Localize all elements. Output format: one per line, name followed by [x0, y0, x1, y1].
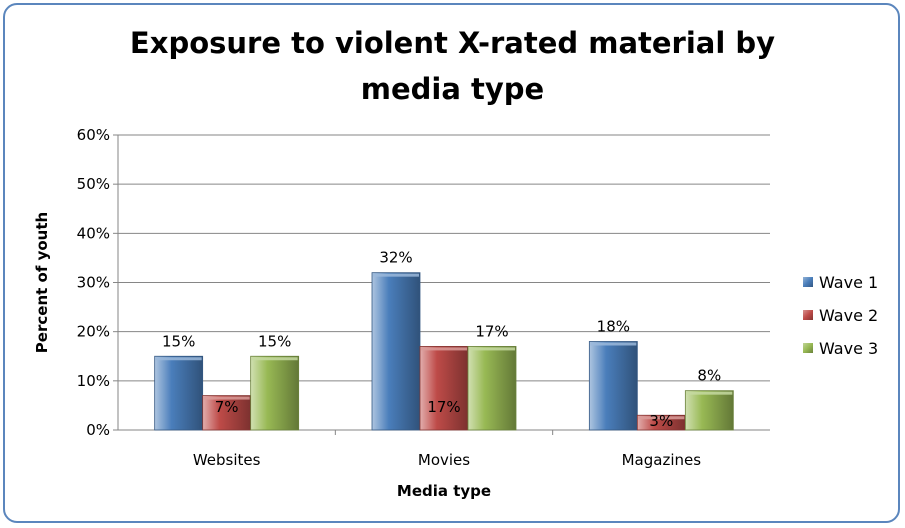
bar-wave-2-movies	[419, 346, 469, 431]
y-tick-label: 10%	[77, 372, 110, 390]
bar-wave-3-movies	[467, 346, 517, 431]
legend-label: Wave 1	[819, 272, 879, 292]
bar-wave-3-websites	[250, 355, 300, 431]
y-tick-label: 50%	[77, 175, 110, 193]
bar-wave-1-magazines	[588, 341, 638, 431]
y-tick-label: 20%	[77, 323, 110, 341]
data-label: 8%	[697, 367, 721, 385]
bar-wave-3-magazines	[684, 390, 734, 431]
legend-item: Wave 1	[803, 270, 878, 294]
data-label: 18%	[597, 318, 630, 336]
bar-wave-1-websites	[154, 355, 204, 431]
legend-swatch	[803, 277, 813, 287]
bar-bevel	[251, 357, 298, 361]
bar-wave-2-websites	[202, 395, 252, 431]
chart-title-line1: Exposure to violent X-rated material by	[129, 26, 776, 60]
x-category-label: Movies	[418, 451, 470, 469]
data-label: 17%	[475, 322, 508, 340]
legend-swatch	[803, 343, 813, 353]
chart-title-line2: media type	[360, 72, 545, 106]
chart-frame	[3, 3, 900, 523]
bar-bevel	[155, 357, 202, 361]
bar-bevel	[590, 342, 637, 346]
y-tick-label: 60%	[77, 126, 110, 144]
bar-bevel	[203, 396, 250, 400]
bar-bevel	[421, 347, 467, 351]
legend: Wave 1 Wave 2 Wave 3	[803, 270, 878, 369]
data-label: 17%	[427, 398, 460, 416]
legend-item: Wave 2	[803, 303, 878, 327]
legend-item: Wave 3	[803, 336, 878, 360]
x-axis-title: Media type	[397, 482, 491, 500]
legend-swatch	[803, 310, 813, 320]
y-tick-label: 40%	[77, 224, 110, 242]
bar-wave-1-movies	[371, 272, 421, 431]
data-label: 32%	[379, 249, 412, 267]
bar-bevel	[638, 416, 685, 420]
data-label: 15%	[162, 332, 195, 350]
x-category-label: Websites	[193, 451, 261, 469]
y-tick-label: 0%	[86, 421, 110, 439]
x-category-label: Magazines	[622, 451, 702, 469]
legend-label: Wave 2	[819, 305, 879, 325]
data-label: 3%	[649, 412, 673, 430]
bar-bevel	[373, 273, 419, 277]
data-label: 7%	[215, 398, 239, 416]
y-axis-title: Percent of youth	[33, 212, 51, 353]
bar-bevel	[686, 391, 733, 395]
bar-bevel	[469, 347, 515, 351]
legend-label: Wave 3	[819, 338, 879, 358]
data-label: 15%	[258, 332, 291, 350]
y-tick-label: 30%	[77, 274, 110, 292]
